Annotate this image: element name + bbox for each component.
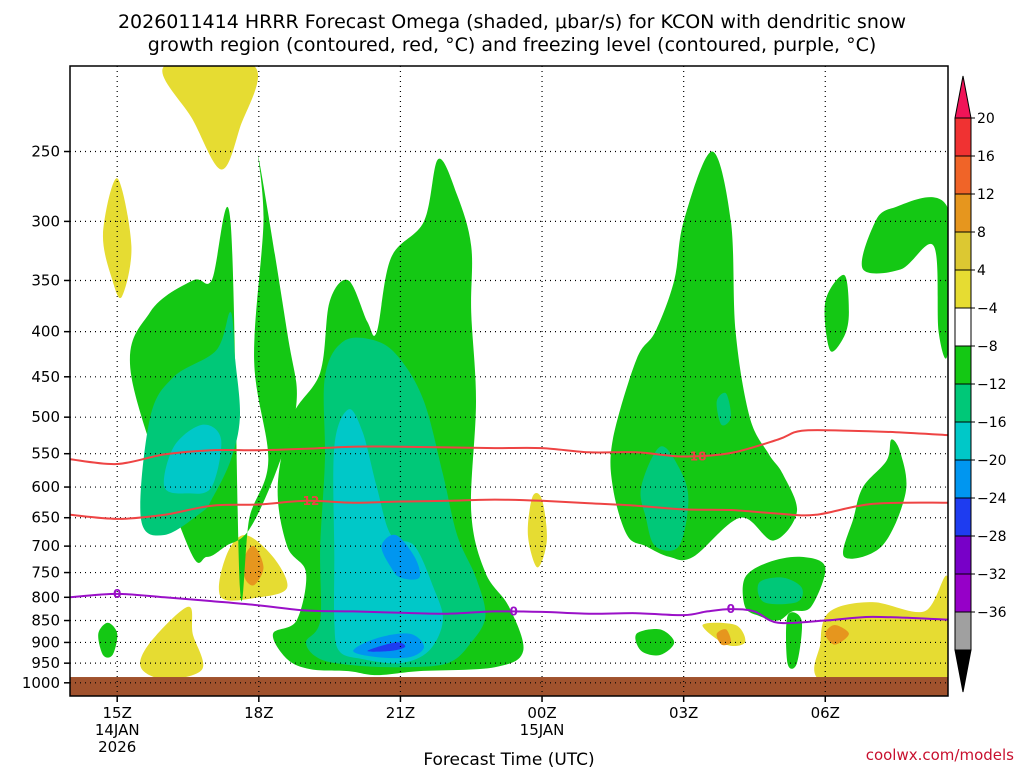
colorbar-label-13: −36 [977,605,1007,621]
y-tick-label-550: 550 [31,445,60,463]
y-tick-label-300: 300 [31,212,60,230]
colorbar-box-3 [954,231,972,271]
credit-text: coolwx.com/models [866,746,1014,764]
colorbar-box-1 [954,155,972,195]
x-axis-title: Forecast Time (UTC) [423,750,594,768]
freezing-level-label-1: 0 [510,604,518,618]
omega-region-0 [162,66,259,170]
colorbar-box-4 [954,269,972,309]
chart-title-line-1: 2026011414 HRRR Forecast Omega (shaded, … [118,11,906,33]
omega-region-2 [140,606,204,680]
dgz-contour-label-0: −18 [680,449,707,463]
omega-region-8 [716,629,732,646]
omega-region-27 [381,534,421,580]
colorbar-label-2: 12 [977,187,995,203]
y-tick-label-950: 950 [31,654,60,672]
colorbar-top-arrow [954,75,972,119]
colorbar-label-12: −32 [977,567,1007,583]
x-tick-label-03Z: 03Z [669,704,698,722]
y-tick-label-800: 800 [31,588,60,606]
plot-frame [69,65,949,697]
omega-shading [98,66,948,693]
omega-region-9 [825,625,849,645]
colorbar-box-5 [954,307,972,347]
y-tick-label-450: 450 [31,368,60,386]
colorbar-box-10 [954,497,972,537]
dgz-contour-label-1: −12 [293,494,320,508]
y-tick-label-600: 600 [31,478,60,496]
omega-region-19 [98,622,118,658]
colorbar-box-11 [954,535,972,575]
freezing-level-label-0: 0 [113,587,121,601]
colorbar-label-3: 8 [977,225,986,241]
colorbar: 20 16 12 8 4 −4 −8 −12 −16 −20 −24 −28 −32 −36 [954,75,1007,693]
colorbar-label-5: −4 [977,301,998,317]
y-tick-label-750: 750 [31,564,60,582]
contour-labels: −18 −12 0 0 0 [113,449,735,618]
chart-title-line-2: growth region (contoured, red, °C) and f… [148,34,877,56]
freezing-level-label-2: 0 [727,602,735,616]
omega-region-18 [843,439,907,559]
y-tick-label-1000: 1000 [22,674,60,692]
grid-lines [70,66,948,696]
y-tick-label-650: 650 [31,509,60,527]
colorbar-box-13 [954,611,972,651]
omega-region-22 [640,446,689,551]
x-tick-label-21Z: 21Z [386,704,415,722]
y-tick-label-900: 900 [31,633,60,651]
omega-region-29 [367,642,406,652]
colorbar-bottom-arrow [954,649,972,693]
omega-region-6 [814,575,948,693]
colorbar-label-8: −16 [977,415,1007,431]
dgz-contour-0 [70,429,948,466]
omega-region-26 [333,409,443,664]
omega-region-4 [527,492,547,568]
omega-region-23 [757,577,803,605]
x-tick-label-00Z: 00Z [527,704,556,722]
terrain-fill [70,677,948,696]
omega-region-7 [243,545,264,586]
y-tick-label-400: 400 [31,323,60,341]
omega-region-16 [824,274,849,352]
omega-region-17 [861,197,948,359]
temperature-contours [70,429,948,625]
freezing-level-contour [70,592,948,625]
colorbar-label-7: −12 [977,377,1007,393]
y-tick-label-350: 350 [31,271,60,289]
colorbar-label-0: 20 [977,111,995,127]
colorbar-box-12 [954,573,972,613]
x-tick-label-15Z: 15Z [103,704,132,722]
colorbar-box-8 [954,421,972,461]
x-tick-date-15Z: 14JAN [95,721,140,739]
omega-region-12 [610,151,798,561]
terrain-band [70,677,948,696]
y-tick-label-500: 500 [31,408,60,426]
y-axis: 250 300 350 400 450 500 550 600 650 700 750 800 850 9… [22,143,70,692]
y-tick-label-850: 850 [31,612,60,630]
colorbar-label-1: 16 [977,149,995,165]
dgz-contour-1 [70,498,948,520]
omega-region-15 [635,628,675,656]
colorbar-box-7 [954,383,972,423]
colorbar-box-0 [954,117,972,157]
omega-region-1 [102,178,132,299]
colorbar-box-2 [954,193,972,233]
colorbar-label-6: −8 [977,339,998,355]
x-tick-year-15Z: 2026 [98,738,136,756]
y-tick-label-700: 700 [31,537,60,555]
colorbar-label-10: −24 [977,491,1007,507]
colorbar-label-11: −28 [977,529,1007,545]
x-tick-label-18Z: 18Z [244,704,273,722]
omega-region-14 [785,612,803,669]
x-tick-date-00Z: 15JAN [520,721,565,739]
x-tick-label-06Z: 06Z [811,704,840,722]
colorbar-box-9 [954,459,972,499]
omega-region-25 [163,424,222,494]
colorbar-label-4: 4 [977,263,986,279]
colorbar-label-9: −20 [977,453,1007,469]
y-tick-label-250: 250 [31,143,60,161]
colorbar-box-6 [954,345,972,385]
